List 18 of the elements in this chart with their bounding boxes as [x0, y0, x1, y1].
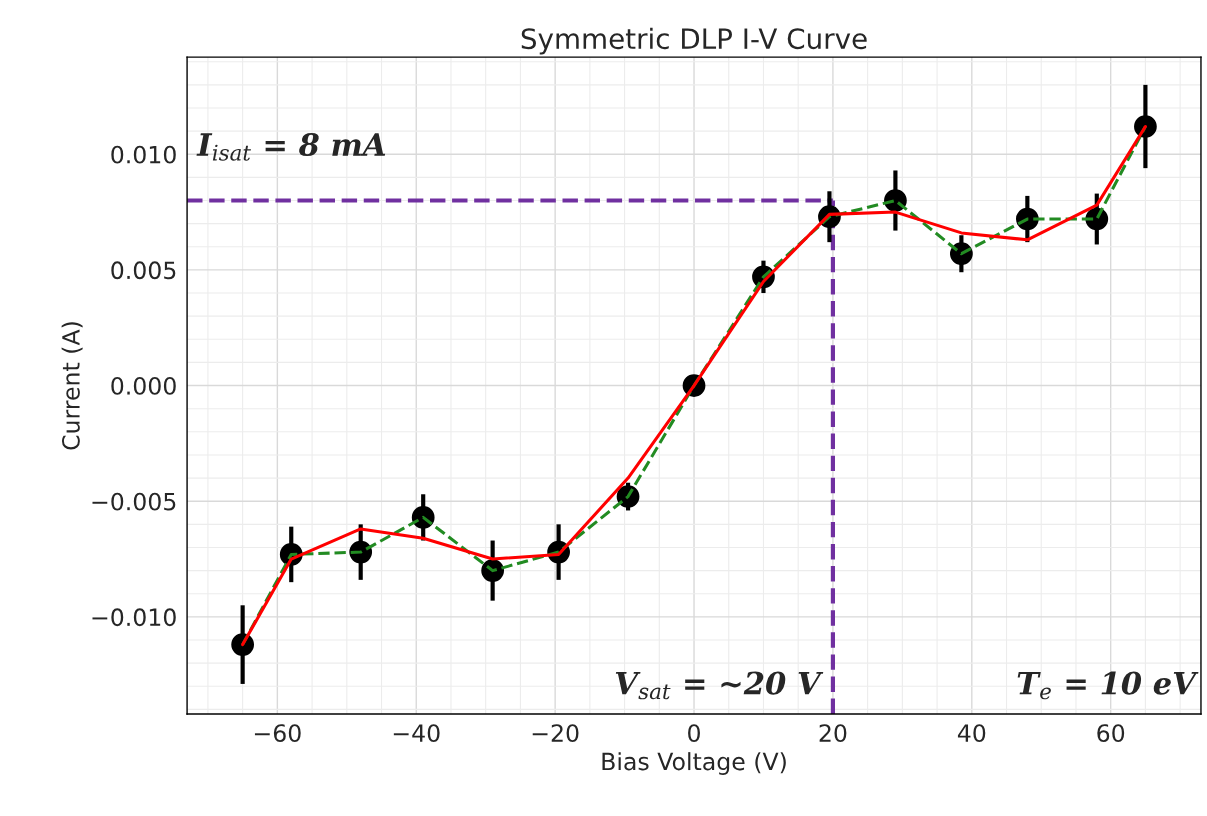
y-axis-title: Current (A) — [61, 322, 83, 450]
x-tick-label: −20 — [532, 724, 579, 742]
x-tick-label: −60 — [254, 724, 301, 742]
annotation: T$_{e}$ = 10 eV — [1017, 671, 1199, 700]
annotation: V$_{sat}$ = ~20 V — [615, 671, 824, 700]
y-tick-label: 0.000 — [111, 377, 176, 395]
x-axis-title: Bias Voltage (V) — [602, 752, 786, 775]
chart-title: Symmetric DLP I-V Curve — [521, 27, 867, 55]
y-tick-label: −0.005 — [92, 492, 176, 511]
y-tick-label: 0.010 — [111, 145, 176, 164]
x-tick-label: −40 — [393, 724, 440, 742]
y-tick-label: 0.005 — [111, 261, 176, 280]
x-tick-label: 60 — [1097, 724, 1125, 742]
x-tick-label: 40 — [957, 724, 986, 742]
x-tick-label: 20 — [819, 724, 847, 742]
annotation: I$_{isat}$ = 8 mA — [196, 132, 386, 161]
x-tick-label: 0 — [688, 724, 700, 742]
y-tick-label: −0.010 — [92, 608, 176, 627]
